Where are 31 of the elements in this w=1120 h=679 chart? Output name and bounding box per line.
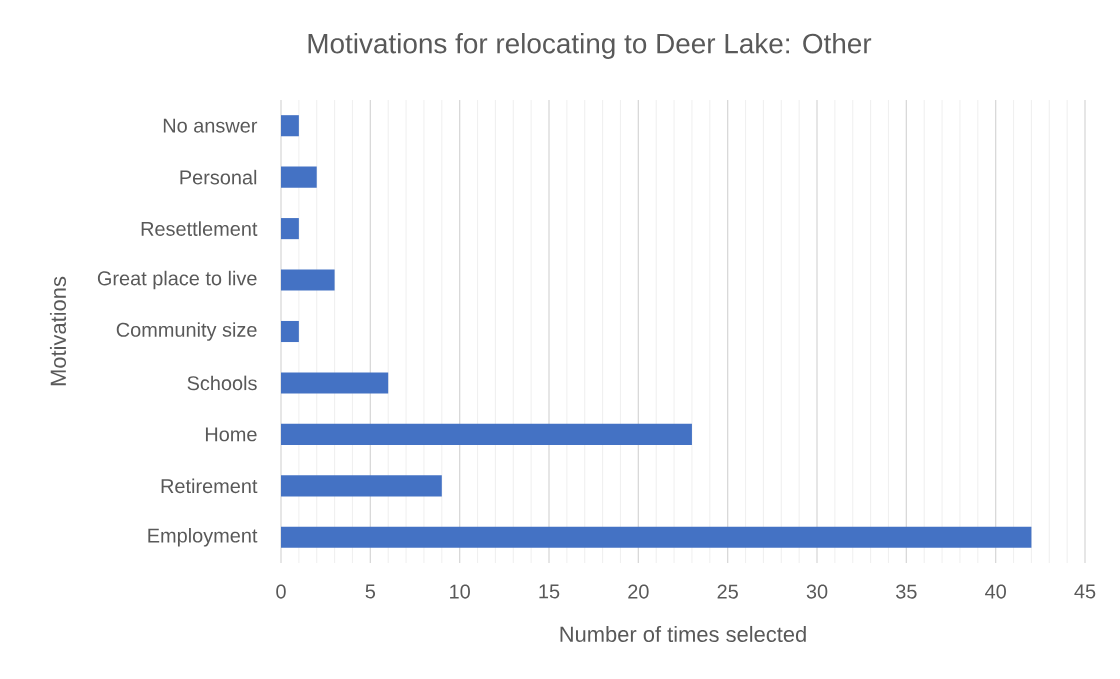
y-tick-label: Personal <box>180 169 257 185</box>
y-tick-label: Employment <box>148 528 258 547</box>
x-tick-label: 40 <box>985 584 1006 599</box>
x-tick-label: 10 <box>450 584 470 599</box>
chart-title: Motivations for relocating to Deer Lake: Other <box>308 33 872 59</box>
y-tick-label: Retirement <box>161 478 258 494</box>
bar <box>281 166 317 188</box>
x-tick-label: 35 <box>896 584 917 599</box>
bar <box>281 115 299 137</box>
y-tick-label: Great place to live <box>97 270 257 290</box>
bar <box>281 218 299 240</box>
x-tick-label: 45 <box>1074 584 1096 599</box>
y-tick-label: Home <box>205 427 257 442</box>
x-tick-label: 15 <box>539 584 560 599</box>
y-tick-label: Resettlement <box>141 221 258 236</box>
x-tick-label: 25 <box>717 584 738 599</box>
y-axis-title: Motivations <box>49 276 67 386</box>
bar <box>281 269 335 291</box>
x-tick-label: 30 <box>806 584 828 599</box>
bar <box>281 320 299 343</box>
x-tick-label: 5 <box>365 584 376 599</box>
y-tick-label: No answer <box>163 118 258 133</box>
x-axis-title: Number of times selected <box>560 625 806 643</box>
bar <box>281 475 442 497</box>
bar <box>281 423 692 445</box>
y-tick-label: Schools <box>187 375 257 391</box>
x-tick-label: 20 <box>628 584 649 599</box>
bar <box>281 372 389 394</box>
x-tick-label: 0 <box>276 584 286 599</box>
bar <box>281 526 1032 548</box>
y-tick-label: Community size <box>116 322 257 341</box>
